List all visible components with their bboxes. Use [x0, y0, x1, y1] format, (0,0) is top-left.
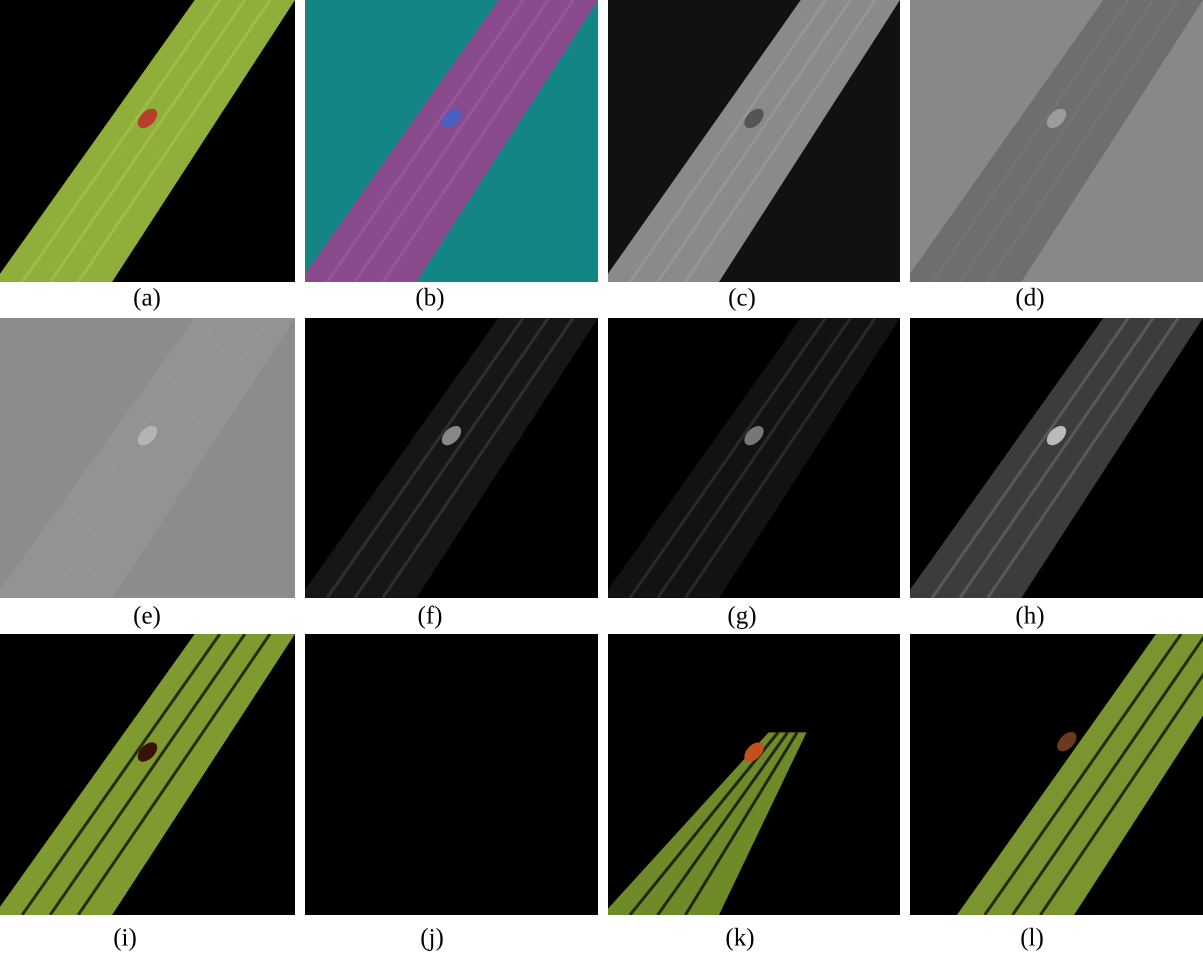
panel-label: (g)	[727, 603, 756, 630]
panel-image	[602, 0, 900, 282]
panel-image	[904, 0, 1203, 282]
panel	[299, 0, 598, 282]
panel-label: (e)	[133, 603, 161, 630]
panel-image	[0, 634, 295, 915]
panel	[299, 318, 598, 598]
panel-label: (b)	[415, 285, 444, 312]
page: {"figure": {"panels": [ {"label": "(a)"}…	[0, 0, 1203, 953]
panel-label: (l)	[1020, 925, 1044, 952]
panel	[305, 634, 598, 915]
panel	[0, 0, 295, 282]
panel-image	[0, 318, 295, 598]
panel-image	[602, 318, 900, 598]
panel	[0, 318, 295, 598]
panel	[904, 318, 1203, 598]
panel-image	[305, 634, 598, 915]
panel	[904, 0, 1203, 282]
panel-image	[904, 318, 1203, 598]
panel-label: (f)	[418, 603, 443, 630]
panel	[602, 318, 900, 598]
panel-label: (k)	[725, 925, 754, 952]
panel-image	[910, 634, 1203, 915]
panel-image	[602, 634, 900, 915]
panel-background	[305, 634, 598, 915]
panel	[602, 634, 900, 915]
panel-label: (a)	[133, 285, 161, 312]
panel-label: (d)	[1015, 285, 1044, 312]
panel-image	[299, 0, 598, 282]
panel-image	[299, 318, 598, 598]
figure: (a) (b) (c) (d) (e) (f) (g) (h) (i) (j) (k) (l)	[0, 0, 1203, 953]
panel	[0, 634, 295, 915]
panel-label: (i)	[113, 925, 137, 952]
panel-label: (h)	[1015, 603, 1044, 630]
panel	[602, 0, 900, 282]
panel-image	[0, 0, 295, 282]
panel-label: (j)	[420, 925, 444, 952]
panel	[910, 634, 1203, 915]
panel-label: (c)	[728, 285, 756, 312]
